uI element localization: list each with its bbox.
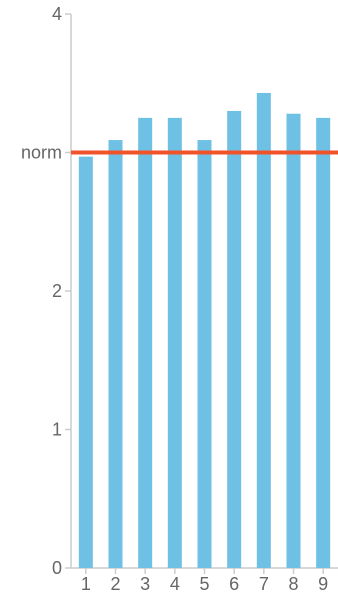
bar-9	[316, 117, 331, 568]
x-tick-label: 1	[81, 574, 91, 594]
x-tick-label: 9	[318, 574, 328, 594]
reference-line-group: norm	[21, 143, 338, 163]
reference-line-label: norm	[21, 143, 62, 163]
y-tick-label: 0	[52, 558, 62, 578]
bar-3	[138, 117, 153, 568]
y-axis: 0 1 2 4	[52, 4, 72, 578]
x-tick-label: 4	[170, 574, 180, 594]
x-tick-label: 2	[110, 574, 120, 594]
bar-5	[197, 140, 212, 568]
bar-8	[286, 113, 301, 568]
bar-7	[256, 92, 271, 568]
bar-2	[108, 140, 123, 568]
y-tick-label: 2	[52, 281, 62, 301]
bar-4	[167, 117, 182, 568]
bar-1	[78, 156, 93, 568]
y-tick-label: 4	[52, 4, 62, 24]
bars	[78, 92, 331, 568]
x-tick-label: 7	[259, 574, 269, 594]
x-tick-label: 6	[229, 574, 239, 594]
x-tick-label: 8	[288, 574, 298, 594]
x-tick-label: 5	[199, 574, 209, 594]
x-tick-label: 3	[140, 574, 150, 594]
bar-6	[227, 110, 242, 568]
y-tick-label: 1	[52, 420, 62, 440]
